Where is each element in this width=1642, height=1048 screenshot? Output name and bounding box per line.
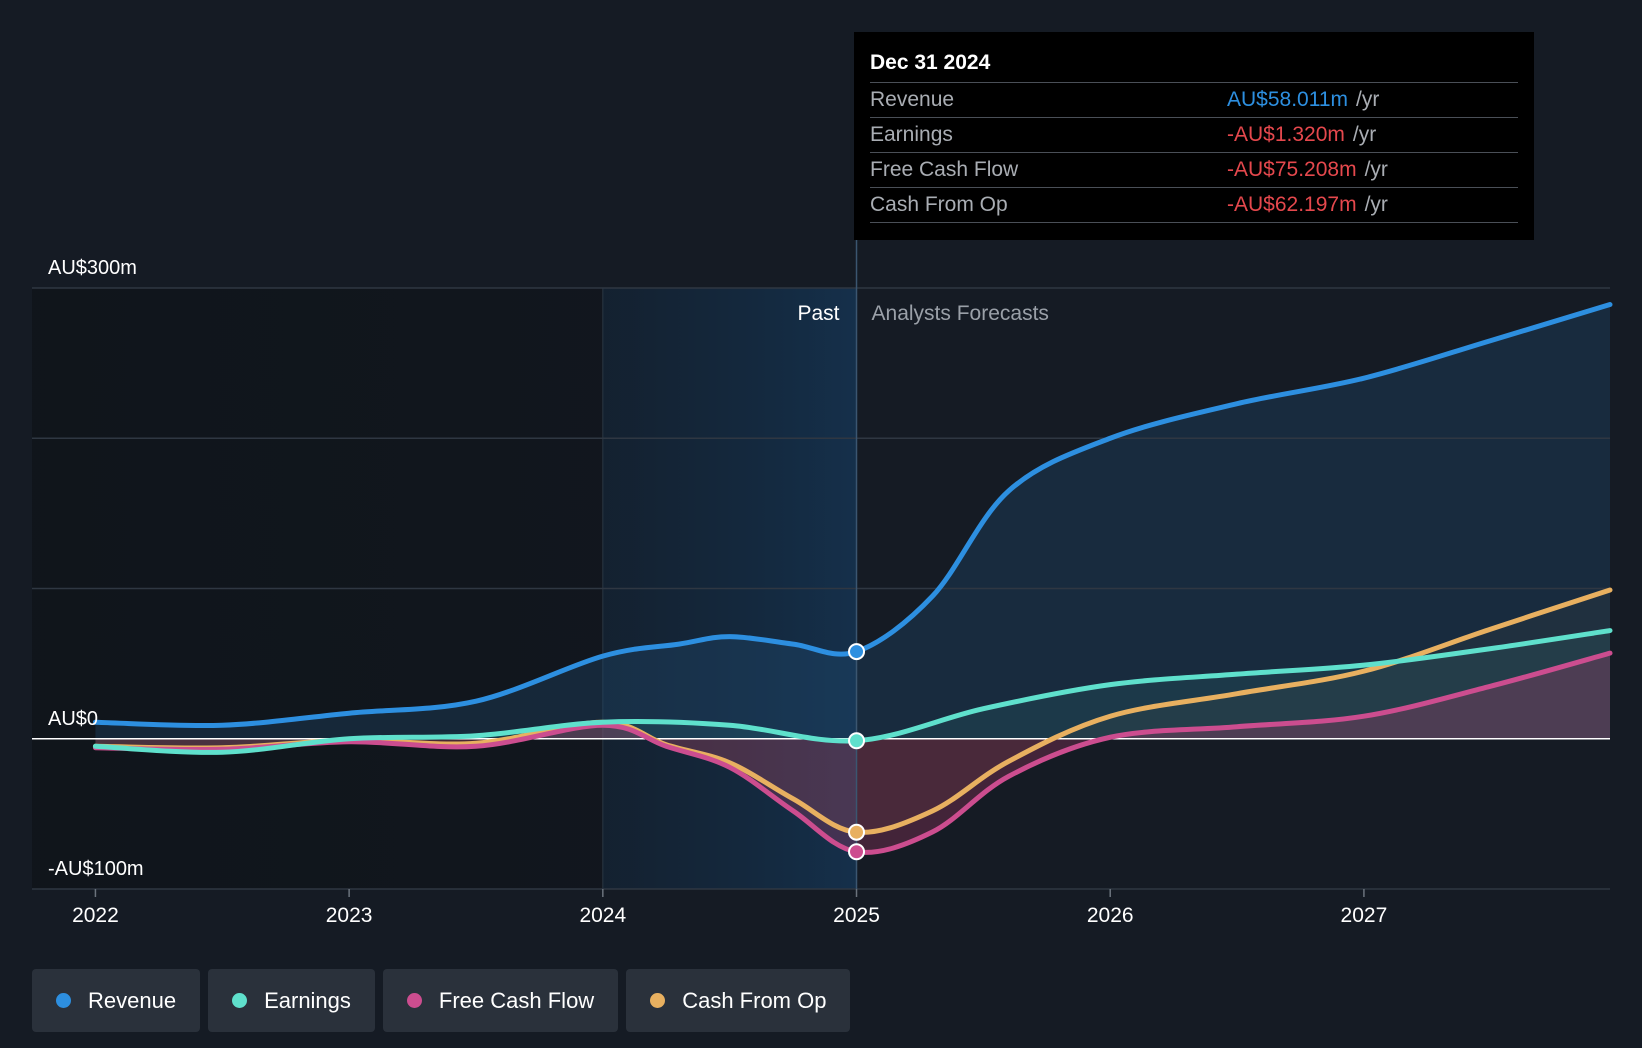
legend-label: Cash From Op bbox=[682, 987, 827, 1013]
legend-label: Revenue bbox=[88, 987, 177, 1013]
point-marker-cash-from-op bbox=[848, 823, 866, 841]
tooltip-date: Dec 31 2024 bbox=[870, 51, 991, 74]
forecast-label: Analysts Forecasts bbox=[872, 302, 1049, 325]
y-tick-label: AU$0 bbox=[48, 708, 98, 730]
x-tick-label: 2023 bbox=[326, 904, 373, 927]
free-cash-flow-dot-icon bbox=[406, 993, 422, 1008]
legend-item-cash-from-op[interactable]: Cash From Op bbox=[626, 969, 851, 1032]
tooltip-row-earnings: Earnings -AU$1.320m /yr bbox=[870, 117, 1518, 152]
tooltip-row-revenue: Revenue AU$58.011m /yr bbox=[870, 82, 1518, 117]
tooltip-value: -AU$75.208m bbox=[1227, 158, 1357, 181]
x-tick-label: 2024 bbox=[579, 904, 626, 927]
tooltip-unit: /yr bbox=[1356, 88, 1380, 111]
area-free-cash-flow bbox=[95, 653, 1610, 853]
tooltip-label: Cash From Op bbox=[870, 193, 1008, 216]
area-cash-from-op bbox=[95, 590, 1610, 833]
tooltip: Dec 31 2024 Revenue AU$58.011m /yr Earni… bbox=[854, 32, 1534, 240]
point-marker-earnings bbox=[848, 732, 866, 750]
point-marker-revenue bbox=[848, 643, 866, 661]
tooltip-value: -AU$62.197m bbox=[1227, 193, 1357, 216]
cash-from-op-dot-icon bbox=[650, 993, 666, 1008]
legend-item-earnings[interactable]: Earnings bbox=[208, 969, 375, 1032]
tooltip-label: Earnings bbox=[870, 123, 953, 146]
y-tick-label: -AU$100m bbox=[48, 858, 144, 880]
point-marker-free-cash-flow bbox=[848, 843, 866, 861]
tooltip-row-cash-from-op: Cash From Op -AU$62.197m /yr bbox=[870, 187, 1518, 223]
x-tick-label: 2022 bbox=[72, 904, 119, 927]
tooltip-unit: /yr bbox=[1352, 123, 1377, 146]
legend-label: Earnings bbox=[264, 987, 351, 1013]
tooltip-label: Free Cash Flow bbox=[870, 158, 1019, 181]
tooltip-label: Revenue bbox=[870, 88, 955, 111]
y-tick-label: AU$300m bbox=[48, 257, 137, 279]
series-line-free-cash-flow bbox=[92, 650, 1613, 855]
revenue-dot-icon bbox=[56, 993, 71, 1008]
tooltip-value: AU$58.011m bbox=[1227, 88, 1349, 111]
legend-label: Free Cash Flow bbox=[438, 987, 595, 1013]
tooltip-value: -AU$1.320m bbox=[1227, 123, 1345, 146]
legend-item-revenue[interactable]: Revenue bbox=[32, 969, 201, 1032]
x-tick-label: 2027 bbox=[1341, 904, 1388, 927]
area-revenue bbox=[95, 304, 1610, 739]
legend-item-free-cash-flow[interactable]: Free Cash Flow bbox=[382, 969, 619, 1032]
legend: Revenue Earnings Free Cash Flow Cash Fro… bbox=[32, 969, 851, 1032]
past-label: Past bbox=[797, 302, 839, 325]
x-tick-label: 2026 bbox=[1087, 904, 1134, 927]
tooltip-unit: /yr bbox=[1364, 193, 1388, 216]
tooltip-unit: /yr bbox=[1364, 158, 1388, 181]
earnings-dot-icon bbox=[232, 993, 248, 1008]
tooltip-row-free-cash-flow: Free Cash Flow -AU$75.208m /yr bbox=[870, 152, 1518, 187]
x-tick-label: 2025 bbox=[833, 904, 880, 927]
area-earnings bbox=[95, 630, 1610, 753]
